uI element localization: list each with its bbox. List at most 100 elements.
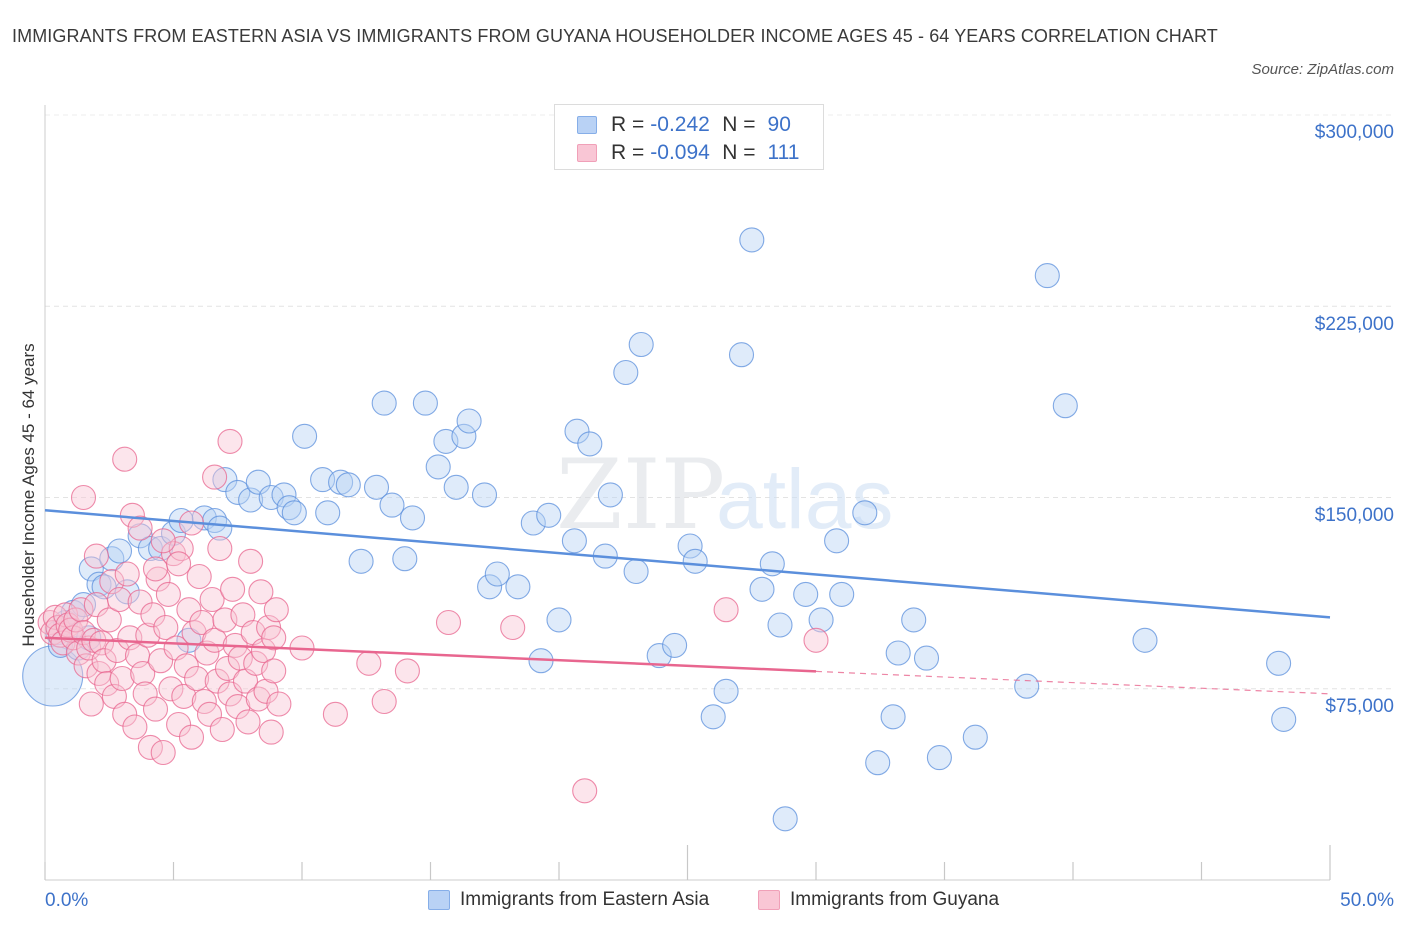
data-point <box>238 548 264 574</box>
data-point <box>913 645 940 671</box>
legend-item-guyana[interactable]: Immigrants from Guyana <box>758 889 999 911</box>
data-point <box>1266 650 1292 676</box>
data-point <box>199 586 225 613</box>
data-point <box>577 431 603 457</box>
data-point <box>209 716 235 743</box>
data-point <box>178 724 205 750</box>
data-point <box>114 579 140 605</box>
data-point <box>235 709 261 735</box>
n-label: N = <box>722 113 756 136</box>
data-point <box>122 714 148 740</box>
series-guyana <box>37 428 829 804</box>
data-point <box>500 614 526 641</box>
data-point <box>171 683 197 709</box>
watermark-zip: ZIP <box>556 439 725 551</box>
data-point <box>70 484 97 511</box>
data-point <box>196 701 223 727</box>
data-point <box>443 474 469 500</box>
r-value: -0.094 <box>650 141 710 164</box>
data-point <box>153 614 179 641</box>
data-point <box>266 691 292 717</box>
data-point <box>623 558 649 585</box>
data-point <box>335 472 361 498</box>
y-tick-label: $75,000 <box>1325 696 1394 717</box>
trend-lines <box>44 509 1331 695</box>
data-point <box>225 479 251 505</box>
data-point <box>1014 673 1040 699</box>
data-point <box>207 535 233 562</box>
trend-line <box>44 636 817 673</box>
data-point <box>728 342 755 368</box>
n-value: 111 <box>767 141 800 164</box>
data-point <box>505 574 531 600</box>
data-point <box>142 556 169 582</box>
data-point <box>106 538 133 564</box>
data-point <box>597 482 623 508</box>
data-point <box>176 627 202 653</box>
data-point <box>132 681 158 707</box>
data-point <box>194 640 220 666</box>
data-point <box>253 678 279 704</box>
data-point <box>865 750 891 776</box>
data-point <box>94 671 120 697</box>
r-label: R = <box>611 113 645 136</box>
n-value: 90 <box>767 113 791 136</box>
data-point <box>173 653 199 679</box>
data-point <box>1034 263 1060 289</box>
x-axis-min-label: 0.0% <box>45 890 89 911</box>
y-tick-label: $150,000 <box>1314 505 1394 526</box>
data-point <box>127 589 153 615</box>
data-point <box>363 474 390 500</box>
data-point <box>394 658 420 684</box>
data-point <box>248 579 274 605</box>
correlation-stats-box: R = -0.242 N = 90 R = -0.094 N = 111 <box>554 104 824 170</box>
data-point <box>829 581 855 607</box>
data-point <box>220 576 246 602</box>
data-point <box>677 533 703 559</box>
watermark: ZIP atlas <box>556 439 893 551</box>
data-points <box>22 227 1297 832</box>
data-point <box>150 739 176 766</box>
stat-row-guyana: R = -0.094 N = 111 <box>577 141 799 165</box>
legend-label: Immigrants from Guyana <box>790 889 1000 910</box>
legend-swatch-blue <box>428 890 450 910</box>
data-point <box>926 745 952 771</box>
data-point <box>713 678 739 704</box>
data-point <box>962 724 988 750</box>
data-point <box>202 507 228 534</box>
data-point <box>204 668 230 694</box>
r-value: -0.242 <box>650 113 710 136</box>
data-point <box>22 645 84 707</box>
data-point <box>184 665 210 692</box>
data-point <box>112 446 138 472</box>
data-point <box>137 734 163 760</box>
data-point <box>127 515 153 541</box>
data-point <box>292 423 318 449</box>
data-point <box>880 704 906 730</box>
data-point <box>191 688 217 715</box>
data-point <box>477 574 503 600</box>
data-point <box>78 691 104 717</box>
data-point <box>276 495 302 521</box>
data-point <box>166 551 192 577</box>
data-point <box>1271 706 1297 732</box>
data-point <box>83 543 109 569</box>
data-point <box>68 597 94 623</box>
chart-title: IMMIGRANTS FROM EASTERN ASIA VS IMMIGRAN… <box>12 26 1218 46</box>
legend-item-eastern-asia[interactable]: Immigrants from Eastern Asia <box>428 889 709 911</box>
data-point <box>371 688 397 715</box>
data-point <box>456 408 482 434</box>
data-point <box>520 510 546 536</box>
data-point <box>451 423 477 449</box>
n-label: N = <box>722 141 756 164</box>
data-point <box>245 686 271 712</box>
source-label: Source: ZipAtlas.com <box>1251 61 1394 78</box>
data-point <box>561 528 587 554</box>
data-point <box>628 331 654 358</box>
data-point <box>207 515 233 541</box>
y-tick-label: $225,000 <box>1314 314 1394 335</box>
data-point <box>767 612 793 638</box>
data-point <box>212 467 238 493</box>
data-point <box>281 500 307 526</box>
